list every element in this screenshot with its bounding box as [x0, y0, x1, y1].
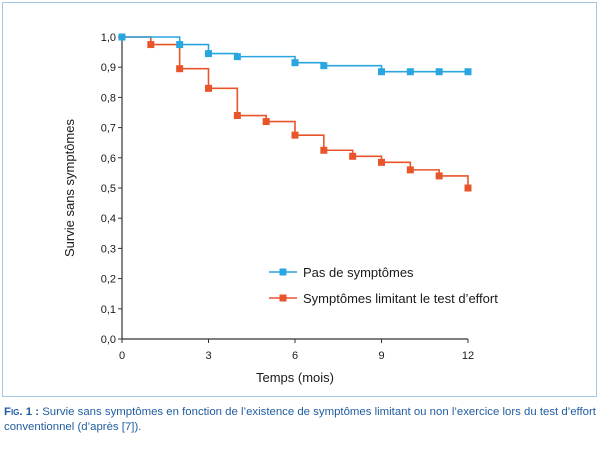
data-point [320, 146, 328, 154]
data-point [205, 84, 212, 92]
x-tick-label: 3 [205, 350, 211, 362]
legend: Pas de symptômes Symptômes limitant le te… [269, 265, 498, 306]
data-point [378, 158, 385, 166]
legend-item: Symptômes limitant le test d’effort [269, 291, 498, 306]
data-point [291, 59, 299, 67]
data-point [406, 68, 414, 76]
y-tick-label: 0,5 [101, 183, 116, 195]
plot-area [118, 33, 472, 192]
figure-caption: Fig. 1 : Survie sans symptômes en foncti… [4, 405, 596, 435]
y-axis-title: Survie sans symptômes [62, 119, 77, 257]
data-point [147, 41, 155, 49]
data-point [406, 166, 414, 174]
x-axis-title: Temps (mois) [256, 370, 334, 385]
x-tick-label: 12 [462, 350, 474, 362]
caption-text: Survie sans symptômes en fonction de l’e… [4, 406, 596, 433]
data-point [176, 41, 184, 49]
data-point [464, 68, 472, 76]
axes: 0,0 0,1 0,2 0,3 0,4 0,5 0,6 0,7 0,8 0,9 1,0 0 3 6 9 12 [101, 32, 474, 362]
y-tick-label: 0,0 [101, 334, 116, 346]
data-point [378, 68, 385, 76]
x-tick-label: 9 [378, 350, 384, 362]
y-tick-label: 0,2 [101, 274, 116, 286]
y-tick-label: 0,6 [101, 153, 116, 165]
data-point [291, 131, 299, 139]
series-group-1 [118, 33, 472, 192]
y-tick-label: 0,3 [101, 243, 116, 255]
caption-label: Fig. 1 : [4, 406, 40, 418]
y-tick-label: 0,4 [101, 213, 116, 225]
data-point [176, 65, 184, 73]
y-tick-label: 1,0 [101, 32, 116, 44]
y-tick-label: 0,9 [101, 62, 116, 74]
legend-label: Pas de symptômes [303, 265, 414, 280]
figure-frame [2, 2, 597, 397]
data-point [435, 172, 443, 180]
data-point [205, 50, 212, 58]
survival-chart: 0,0 0,1 0,2 0,3 0,4 0,5 0,6 0,7 0,8 0,9 1,0 0 3 6 9 12 T… [62, 32, 498, 385]
series-group-0 [118, 33, 472, 76]
data-point [320, 62, 328, 70]
x-tick-label: 6 [292, 350, 298, 362]
data-point [262, 118, 270, 126]
x-tick-label: 0 [119, 350, 125, 362]
data-point [118, 33, 126, 41]
data-point [233, 53, 241, 61]
data-point [233, 112, 241, 120]
legend-label: Symptômes limitant le test d’effort [303, 291, 498, 306]
survival-curve-series-0 [122, 36, 468, 73]
data-point [349, 152, 357, 160]
data-point [435, 68, 443, 76]
y-tick-label: 0,7 [101, 123, 116, 135]
legend-marker [279, 294, 287, 302]
data-point [464, 184, 472, 192]
legend-marker [279, 268, 287, 276]
y-tick-label: 0,8 [101, 92, 116, 104]
legend-item: Pas de symptômes [269, 265, 414, 280]
y-tick-label: 0,1 [101, 304, 116, 316]
